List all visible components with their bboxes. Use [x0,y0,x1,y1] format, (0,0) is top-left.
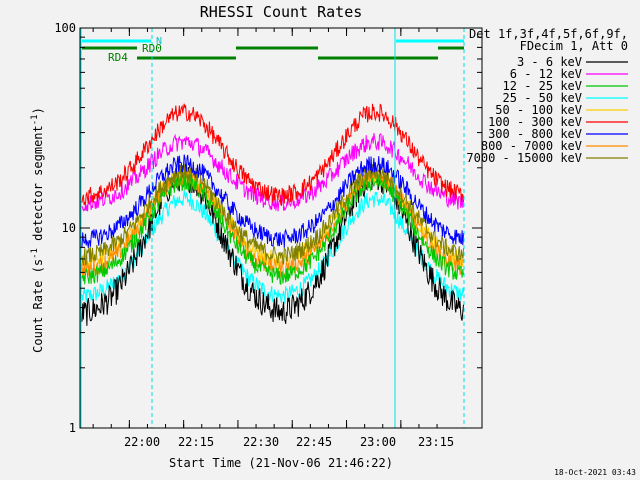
legend: Det 1f,3f,4f,5f,6f,9f, FDecim 1, Att 0 3… [466,27,628,165]
legend-entry-label: 300 - 800 keV [488,127,582,141]
series-line [81,172,464,286]
legend-header-1: Det 1f,3f,4f,5f,6f,9f, [469,27,628,41]
chart-title: RHESSI Count Rates [200,3,363,21]
flag-label-rd0: RD0 [142,42,162,55]
y-axis-label: Count Rate (s-1 detector segment-1) [30,107,45,353]
legend-entry-label: 12 - 25 keV [503,79,582,93]
legend-entry-label: 50 - 100 keV [495,103,582,117]
legend-entry-label: 3 - 6 keV [517,55,582,69]
y-tick-label: 10 [62,221,76,235]
legend-entry-label: 800 - 7000 keV [481,139,582,153]
y-label-tail: detector segment [31,125,45,248]
x-tick-label: 22:30 [243,435,279,449]
y-label-main: Count Rate (s [31,259,45,353]
x-tick-label: 22:00 [124,435,160,449]
legend-entry-label: 100 - 300 keV [488,115,582,129]
legend-entry-label: 6 - 12 keV [510,67,582,81]
legend-header-2: FDecim 1, Att 0 [520,39,628,53]
series-line [81,154,464,248]
y-label-sup2: -1 [30,114,40,125]
series-curves [81,103,464,326]
y-tick-label: 100 [54,21,76,35]
x-axis-label: Start Time (21-Nov-06 21:46:22) [169,456,393,470]
x-tick-label: 22:15 [178,435,214,449]
legend-entry-label: 25 - 50 keV [503,91,582,105]
y-tick-label: 1 [69,421,76,435]
timestamp: 18-Oct-2021 03:43 [554,468,636,477]
x-tick-label: 22:45 [296,435,332,449]
flag-bars [82,39,464,60]
legend-entry-label: 7000 - 15000 keV [466,151,582,165]
flag-label-rd4: RD4 [108,51,128,64]
x-tick-label: 23:00 [360,435,396,449]
flag-label-n: N [156,36,162,47]
axis-ticks [80,27,482,429]
series-line [81,103,464,207]
x-tick-label: 23:15 [418,435,454,449]
y-label-sup: -1 [30,248,40,259]
x-tick-labels: 22:00 22:15 22:30 22:45 23:00 23:15 [124,435,454,449]
y-label-close: ) [31,107,45,114]
